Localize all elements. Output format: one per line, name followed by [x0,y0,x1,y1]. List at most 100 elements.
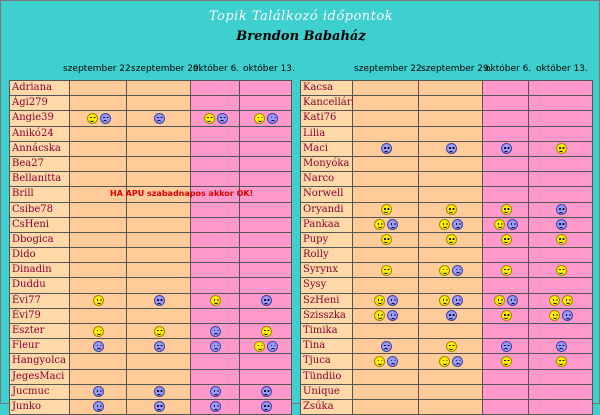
availability-cell [419,384,483,399]
availability-cell [127,111,191,126]
availability-cell [529,232,593,248]
availability-cell [191,232,240,248]
availability-cell [483,141,529,156]
availability-cell [240,111,292,126]
member-name: Hangyolca [10,354,70,369]
member-name: Oryandi [301,202,353,217]
sad-smiley-icon [210,340,221,352]
availability-cell [353,384,419,399]
member-name: Rolly [301,248,353,263]
sad-smiley-icon [153,112,165,124]
availability-cell [70,126,127,141]
sad-smiley-icon [153,340,165,352]
right-table-row: Tina [301,339,593,355]
availability-cell [483,293,529,308]
availability-cell [353,172,419,187]
availability-cell [419,308,483,323]
availability-cell [353,293,419,308]
availability-cell [353,232,419,248]
availability-cell [240,369,292,384]
happy-smiley-icon [500,355,512,367]
availability-cell [483,384,529,399]
availability-cell [240,263,292,278]
availability-cell [529,172,593,187]
availability-cell [240,399,292,415]
availability-cell [529,354,593,369]
member-name: Brill [10,187,70,202]
happy-smiley-icon [86,112,98,124]
date-header-left-3: október 6. [193,64,240,74]
right-table-row: Zsúka [301,399,593,415]
availability-cell [240,187,292,202]
date-header-right-1: szeptember 22. [354,64,425,74]
happy-smiley-icon [562,295,573,307]
availability-cell [191,369,240,384]
sad-smiley-icon [93,401,104,413]
member-name: Kacsa [301,81,353,96]
availability-cell [191,324,240,339]
sad-smiley-icon [153,295,165,307]
availability-cell [353,399,419,415]
member-name: Bellanitta [10,172,70,187]
availability-cell [70,217,127,232]
sad-smiley-icon [452,264,463,276]
left-table-row: Eszter [10,324,292,340]
availability-cell [240,81,292,96]
member-name: Sysy [301,278,353,293]
date-header-left-1: szeptember 22. [63,64,134,74]
availability-cell [70,81,127,96]
member-name: Ági279 [10,96,70,111]
availability-cell [529,96,593,111]
left-table-row: Dido [10,248,292,264]
happy-smiley-icon [494,295,505,307]
right-table-row: Pankaa [301,217,593,233]
right-table-row: Norwell [301,187,593,203]
availability-cell [419,156,483,172]
happy-smiley-icon [445,234,457,246]
availability-cell [70,248,127,263]
availability-cell [419,141,483,156]
happy-smiley-icon [555,355,567,367]
happy-smiley-icon [380,264,392,276]
member-name: Narco [301,172,353,187]
date-header-right-4: október 13. [536,64,588,74]
happy-smiley-icon [374,295,385,307]
availability-cell [191,96,240,111]
availability-cell [419,248,483,263]
availability-cell [529,263,593,278]
availability-cell [70,354,127,369]
availability-cell [353,263,419,278]
sad-smiley-icon [99,112,111,124]
availability-cell [127,293,191,308]
availability-cell [127,354,191,369]
note-text: HA APU szabadnapos akkor OK! [110,189,254,199]
availability-cell [419,263,483,278]
availability-cell [240,232,292,248]
availability-cell [191,399,240,415]
availability-cell [529,141,593,156]
member-name: Csibe78 [10,202,70,217]
sad-smiley-icon [93,386,104,398]
availability-cell [419,202,483,217]
happy-smiley-icon [439,355,450,367]
right-table-row: Kacsa [301,81,593,97]
member-name: Maci [301,141,353,156]
happy-smiley-icon [445,204,457,215]
availability-cell [529,156,593,172]
member-name: Tina [301,339,353,354]
member-name: Unique [301,384,353,399]
availability-cell [529,248,593,263]
member-name: Kancellárka [301,96,364,111]
left-table-row: Bea27 [10,156,292,173]
happy-smiley-icon [500,234,512,246]
availability-cell [191,81,240,96]
availability-cell [191,293,240,308]
right-table-row: Sysy [301,278,593,294]
availability-cell [70,187,127,202]
member-name: Junko [10,399,70,415]
availability-cell [529,217,593,232]
left-table-row: Junko [10,399,292,415]
member-name: Anikó24 [10,126,70,141]
left-table-row: Ági279 [10,96,292,112]
availability-cell [353,248,419,263]
